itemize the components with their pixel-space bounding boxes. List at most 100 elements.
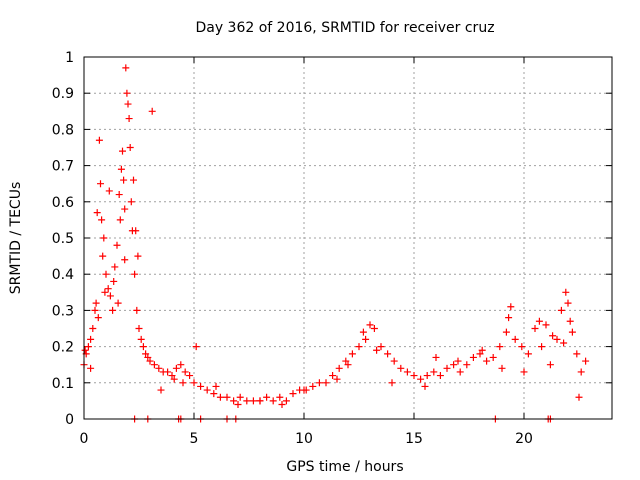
x-tick-label: 15 [405,431,423,447]
data-point [443,364,451,372]
data-point [566,317,574,325]
data-point [362,335,370,343]
data-point [115,191,123,199]
plot-frame [83,56,613,420]
data-point [309,382,317,390]
data-point [505,314,513,322]
data-point [186,372,194,380]
data-point [496,343,504,351]
data-point [436,372,444,380]
y-tick-label: 0.2 [52,340,74,356]
data-point [249,397,257,405]
x-tick-label: 0 [80,431,89,447]
data-point [410,372,418,380]
data-point [542,321,550,329]
x-axis-label: GPS time / hours [286,459,403,475]
y-tick-label: 0.8 [52,122,74,138]
x-tick-label: 10 [295,431,313,447]
data-point [344,361,352,369]
data-point [168,372,176,380]
data-point [289,390,297,398]
data-point [125,115,133,123]
y-tick-label: 1 [65,50,74,66]
data-point [456,368,464,376]
data-point [179,379,187,387]
data-point [366,321,374,329]
data-point [230,397,238,405]
data-point [102,270,110,278]
data-point [388,379,396,387]
data-point [333,375,341,383]
series-srmtid [80,64,590,423]
y-tick-label: 0.3 [52,303,74,319]
data-point [127,198,135,206]
data-point [322,379,330,387]
data-point [94,314,102,322]
data-point [105,187,113,195]
data-point [423,372,431,380]
data-point [98,216,106,224]
data-point [373,346,381,354]
data-point [348,350,356,358]
data-point [390,357,398,365]
data-point [278,401,286,409]
data-point [92,299,100,307]
data-point [511,335,519,343]
data-point [148,107,156,115]
data-point [430,368,438,376]
data-point [87,364,95,372]
y-tick-label: 0.7 [52,159,74,175]
y-tick-label: 0.1 [52,376,74,392]
data-point [507,303,515,311]
data-point [518,343,526,351]
y-tick-label: 0.5 [52,231,74,247]
data-point [164,368,172,376]
data-point [91,306,99,314]
data-point [483,357,491,365]
chart-title: Day 362 of 2016, SRMTID for receiver cru… [195,20,494,36]
data-point [121,256,129,264]
data-point [256,397,264,405]
data-point [476,350,484,358]
data-point [489,353,497,361]
data-point [181,368,189,376]
y-tick-label: 0.9 [52,86,74,102]
data-point [531,325,539,332]
data-point [403,368,411,376]
y-tick-label: 0 [65,412,74,428]
data-point [192,343,200,351]
data-point [87,335,95,343]
data-point [315,379,323,387]
data-point [95,136,103,144]
y-axis-label: SRMTID / TECUs [8,182,24,295]
data-point [131,270,139,278]
y-tick-label: 0.4 [52,267,74,283]
data-point [114,299,122,307]
data-point [329,372,337,380]
data-point [263,393,271,401]
data-point [203,386,211,394]
data-point [370,325,378,332]
data-point [377,343,385,351]
data-point [223,393,231,401]
data-point [557,306,565,314]
data-point [170,375,178,383]
data-point [89,325,97,332]
data-point [421,382,429,390]
y-tick-label: 0.6 [52,195,74,211]
data-point [93,209,101,217]
axes: 00.10.20.30.40.50.60.70.80.910 5 10 15 20 [52,50,612,447]
data-point [282,397,290,405]
data-point [123,89,131,97]
data-point [133,306,141,314]
data-point [212,382,220,390]
data-point [197,382,205,390]
data-point [498,364,506,372]
data-point [100,234,108,242]
data-point [397,364,405,372]
data-point [359,328,367,336]
data-point [478,346,486,354]
data-point [502,328,510,336]
data-point [109,306,117,314]
